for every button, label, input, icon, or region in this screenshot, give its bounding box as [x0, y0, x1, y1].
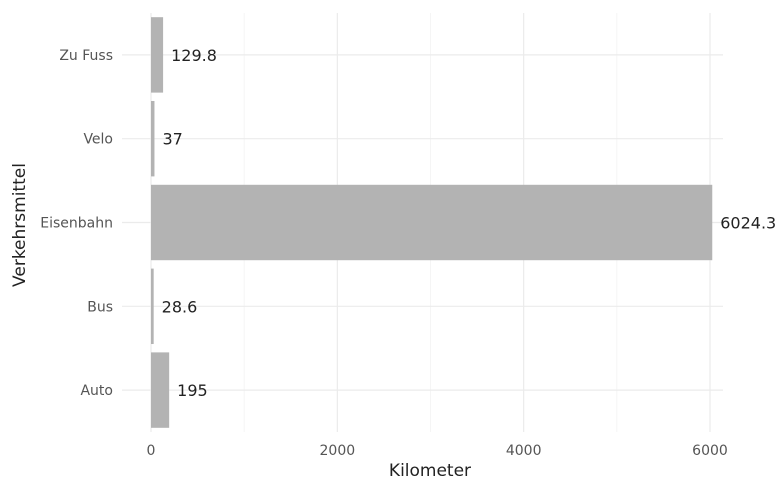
x-tick-label: 6000 — [692, 443, 728, 459]
bar-velo — [151, 100, 155, 177]
bar-bus — [151, 268, 154, 345]
x-tick-label: 4000 — [506, 443, 542, 459]
data-label: 6024.3 — [720, 214, 776, 233]
x-axis-title: Kilometer — [389, 461, 471, 481]
data-label: 195 — [177, 381, 208, 400]
x-tick-label: 2000 — [320, 443, 356, 459]
bar-zu-fuss — [151, 17, 164, 93]
x-tick-label: 0 — [147, 443, 156, 459]
bar-auto — [151, 352, 170, 428]
y-tick-label: Velo — [83, 132, 113, 148]
bar-eisenbahn — [151, 184, 713, 261]
y-tick-label: Bus — [87, 299, 113, 315]
data-labels: 195 28.6 6024.3 37 129.8 — [162, 46, 776, 400]
y-tick-label: Zu Fuss — [59, 48, 113, 64]
y-tick-labels: Auto Bus Eisenbahn Velo Zu Fuss — [40, 48, 113, 399]
y-axis-title: Verkehrsmittel — [10, 163, 30, 287]
y-tick-label: Auto — [80, 383, 113, 399]
data-label: 28.6 — [162, 297, 198, 316]
data-label: 37 — [162, 130, 182, 149]
y-tick-label: Eisenbahn — [40, 216, 113, 232]
bars — [151, 17, 713, 428]
data-label: 129.8 — [171, 46, 217, 65]
x-tick-labels: 0 2000 4000 6000 — [147, 443, 728, 459]
